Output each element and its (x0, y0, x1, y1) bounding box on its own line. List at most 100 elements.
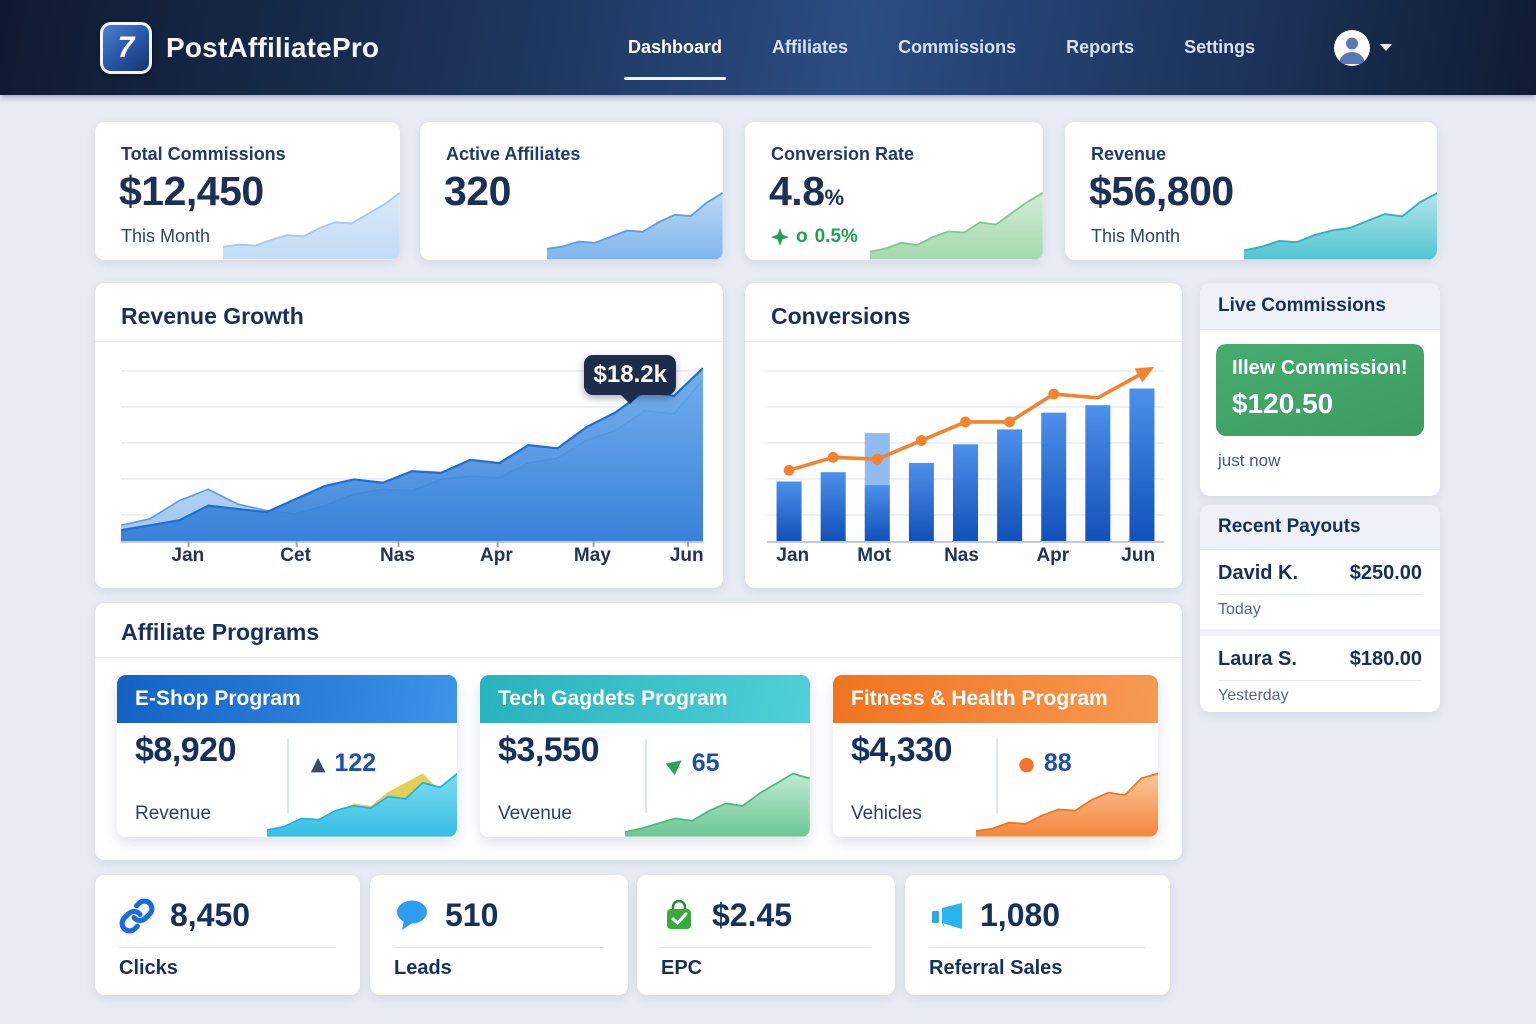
kpi-change-marker: o (796, 226, 808, 247)
brand-name: PostAffiliatePro (166, 31, 380, 63)
chart-title: Conversions (771, 303, 911, 329)
kpi-card-total-commissions: Total Commissions $12,450 This Month (95, 122, 400, 260)
kpi-subtitle: This Month (121, 226, 211, 246)
x-axis-label: Apr (1036, 545, 1070, 566)
x-axis-label: May (573, 541, 611, 566)
stat-card-epc: $2.45 EPC (637, 875, 895, 995)
program-sparkline (625, 766, 810, 837)
kpi-title: Active Affiliates (446, 144, 581, 164)
shopping-bag-icon (667, 899, 691, 929)
program-trend: ● 88 (1018, 749, 1071, 778)
program-card-fitness-health: Fitness & Health Program $4,330 Vehicles… (833, 675, 1158, 837)
stat-label: Clicks (119, 957, 178, 979)
program-sparkline (266, 766, 457, 837)
panel-title: Recent Payouts (1200, 505, 1440, 550)
program-trend: ▶ 65 (663, 749, 720, 778)
payout-amount: $250.00 (1349, 562, 1422, 584)
payout-name: Laura S. (1218, 648, 1297, 670)
program-sparkline (976, 766, 1158, 837)
divider (287, 739, 289, 813)
x-axis-label: Jan (171, 541, 205, 566)
avatar[interactable] (1334, 29, 1370, 66)
kpi-value: 4.8% (769, 168, 844, 215)
person-icon (1339, 37, 1365, 64)
x-axis-label: Jun (669, 541, 704, 566)
nav-item-affiliates[interactable]: Affiliates (772, 37, 849, 57)
program-value-label: Vevenue (498, 803, 572, 824)
divider (661, 947, 871, 948)
kpi-change: o 0.5% (771, 226, 858, 248)
payout-time: Yesterday (1218, 687, 1289, 704)
notification-label: Illew Commission! (1232, 357, 1408, 379)
kpi-sparkline (223, 185, 400, 260)
divider (745, 341, 1182, 342)
trend-value: 88 (1043, 749, 1072, 777)
stat-value: 8,450 (170, 897, 251, 933)
trend-value: 65 (691, 749, 720, 777)
nav-links: Dashboard Affiliates Commissions Reports… (623, 0, 1256, 95)
live-commissions-panel: Live Commissions Illew Commission! $120.… (1200, 283, 1440, 496)
plus-arrow-icon (771, 228, 789, 246)
notification-amount: $120.50 (1232, 388, 1334, 419)
x-axis-label: Jan (776, 545, 810, 566)
trend-value: 122 (334, 749, 377, 777)
top-navbar: 7 PostAffiliatePro Dashboard Affiliates … (0, 0, 1536, 95)
nav-item-reports[interactable]: Reports (1066, 37, 1135, 57)
divider (995, 739, 998, 813)
program-value: $8,920 (135, 731, 237, 769)
brand: 7 PostAffiliatePro (100, 0, 379, 95)
divider (1218, 594, 1422, 595)
x-axis-label: Cet (280, 541, 311, 566)
nav-item-settings[interactable]: Settings (1184, 37, 1256, 57)
stat-card-referral-sales: 1,080 Referral Sales (905, 875, 1170, 995)
chart-title: Revenue Growth (121, 303, 304, 329)
program-card-tech-gadgets: Tech Gagdets Program $3,550 Vevenue ▶ 65 (480, 675, 810, 837)
kpi-value-number: 4.8 (769, 168, 825, 214)
stat-label: Leads (394, 957, 452, 979)
program-value: $3,550 (498, 731, 600, 769)
x-axis-label: Nas (380, 541, 415, 566)
kpi-value: $12,450 (119, 168, 264, 214)
row-separator (1200, 629, 1440, 636)
stat-label: Referral Sales (929, 957, 1063, 979)
payout-amount: $180.00 (1349, 648, 1422, 670)
divider (1218, 680, 1422, 681)
program-name: Fitness & Health Program (833, 675, 1158, 723)
kpi-card-conversion-rate: Conversion Rate 4.8% o 0.5% (745, 122, 1043, 260)
chevron-down-icon (1380, 44, 1392, 57)
kpi-title: Revenue (1091, 144, 1167, 164)
divider (95, 657, 1182, 658)
kpi-title: Conversion Rate (771, 144, 915, 164)
chat-bubble-icon (397, 900, 427, 930)
kpi-subtitle: This Month (1091, 226, 1181, 246)
divider (645, 739, 647, 813)
chart-tooltip: $18.2k (584, 355, 677, 404)
notification-time: just now (1218, 451, 1281, 470)
kpi-value: 320 (444, 168, 511, 214)
x-axis-label: Jun (1121, 545, 1156, 566)
program-value-label: Revenue (135, 803, 212, 824)
user-menu[interactable] (1334, 0, 1392, 95)
section-title: Affiliate Programs (121, 619, 320, 645)
stat-value: 510 (445, 897, 499, 933)
stat-card-clicks: 8,450 Clicks (95, 875, 360, 995)
stat-card-leads: 510 Leads (370, 875, 628, 995)
stat-value: 1,080 (980, 897, 1061, 933)
program-value: $4,330 (851, 731, 953, 769)
x-axis-label: Nas (944, 545, 979, 566)
app-logo-icon: 7 (100, 21, 152, 74)
kpi-sparkline (547, 185, 723, 260)
affiliate-programs-section: Affiliate Programs E-Shop Program $8,920… (95, 603, 1182, 860)
nav-item-commissions[interactable]: Commissions (898, 37, 1017, 57)
revenue-growth-card: Revenue Growth $18.2k Jan Cet Nas Apr May Jun (95, 283, 723, 588)
recent-payouts-panel: Recent Payouts David K. $250.00 Today La… (1200, 505, 1440, 712)
nav-item-dashboard[interactable]: Dashboard (623, 37, 727, 80)
divider (95, 341, 723, 342)
stat-label: EPC (661, 957, 703, 979)
dot-icon: ● (1018, 752, 1035, 775)
link-icon (119, 898, 155, 933)
program-card-eshop: E-Shop Program $8,920 Revenue ▲ 122 (117, 675, 457, 837)
kpi-change-value: 0.5% (814, 226, 858, 247)
triangle-up-icon: ▲ (310, 752, 326, 775)
program-name: E-Shop Program (117, 675, 457, 723)
